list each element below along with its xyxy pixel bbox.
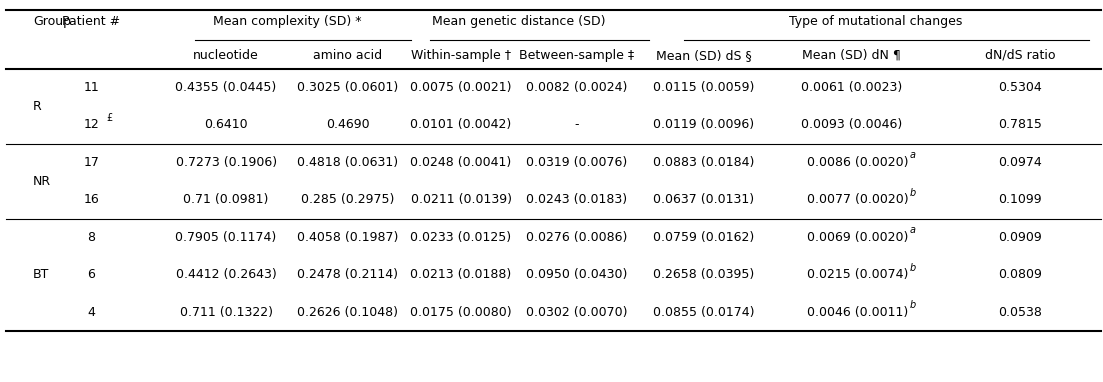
Text: 0.7905 (0.1174): 0.7905 (0.1174)	[175, 231, 277, 244]
Text: 12: 12	[84, 118, 99, 131]
Text: 0.0119 (0.0096): 0.0119 (0.0096)	[653, 118, 754, 131]
Text: 16: 16	[84, 193, 99, 206]
Text: 0.0974: 0.0974	[998, 156, 1042, 169]
Text: 0.0855 (0.0174): 0.0855 (0.0174)	[653, 306, 754, 319]
Text: 4: 4	[87, 306, 96, 319]
Text: 0.0077 (0.0020): 0.0077 (0.0020)	[807, 193, 909, 206]
Text: 0.71 (0.0981): 0.71 (0.0981)	[183, 193, 269, 206]
Text: 0.2626 (0.1048): 0.2626 (0.1048)	[297, 306, 398, 319]
Text: b: b	[910, 263, 917, 273]
Text: 0.0759 (0.0162): 0.0759 (0.0162)	[653, 231, 754, 244]
Text: 0.0075 (0.0021): 0.0075 (0.0021)	[410, 81, 512, 94]
Text: 0.285 (0.2975): 0.285 (0.2975)	[301, 193, 394, 206]
Text: 0.0175 (0.0080): 0.0175 (0.0080)	[410, 306, 512, 319]
Text: Type of mutational changes: Type of mutational changes	[789, 15, 962, 28]
Text: 0.0082 (0.0024): 0.0082 (0.0024)	[526, 81, 628, 94]
Text: 0.0101 (0.0042): 0.0101 (0.0042)	[410, 118, 512, 131]
Text: Mean (SD) dS §: Mean (SD) dS §	[656, 49, 751, 62]
Text: 0.0302 (0.0070): 0.0302 (0.0070)	[526, 306, 628, 319]
Text: 0.0243 (0.0183): 0.0243 (0.0183)	[526, 193, 628, 206]
Text: 0.3025 (0.0601): 0.3025 (0.0601)	[297, 81, 398, 94]
Text: R: R	[33, 100, 42, 113]
Text: Mean genetic distance (SD): Mean genetic distance (SD)	[432, 15, 606, 28]
Text: Between-sample ‡: Between-sample ‡	[520, 49, 634, 62]
Text: 0.2478 (0.2114): 0.2478 (0.2114)	[297, 268, 398, 281]
Text: 0.1099: 0.1099	[998, 193, 1042, 206]
Text: amino acid: amino acid	[313, 49, 382, 62]
Text: 0.0213 (0.0188): 0.0213 (0.0188)	[410, 268, 512, 281]
Text: 0.711 (0.1322): 0.711 (0.1322)	[180, 306, 272, 319]
Text: 0.0046 (0.0011): 0.0046 (0.0011)	[807, 306, 909, 319]
Text: nucleotide: nucleotide	[193, 49, 259, 62]
Text: 0.0069 (0.0020): 0.0069 (0.0020)	[807, 231, 909, 244]
Text: 0.0248 (0.0041): 0.0248 (0.0041)	[410, 156, 512, 169]
Text: 0.2658 (0.0395): 0.2658 (0.0395)	[653, 268, 754, 281]
Text: BT: BT	[33, 268, 50, 281]
Text: Mean complexity (SD) *: Mean complexity (SD) *	[213, 15, 361, 28]
Text: 0.0211 (0.0139): 0.0211 (0.0139)	[410, 193, 512, 206]
Text: Patient #: Patient #	[63, 15, 120, 28]
Text: 0.5304: 0.5304	[998, 81, 1042, 94]
Text: Mean (SD) dN ¶: Mean (SD) dN ¶	[802, 49, 901, 62]
Text: 0.7815: 0.7815	[998, 118, 1042, 131]
Text: a: a	[910, 151, 915, 160]
Text: 0.0233 (0.0125): 0.0233 (0.0125)	[410, 231, 512, 244]
Text: 0.4355 (0.0445): 0.4355 (0.0445)	[175, 81, 277, 94]
Text: -: -	[575, 118, 579, 131]
Text: 0.0538: 0.0538	[998, 306, 1042, 319]
Text: b: b	[910, 188, 917, 198]
Text: 0.0061 (0.0023): 0.0061 (0.0023)	[801, 81, 902, 94]
Text: 0.7273 (0.1906): 0.7273 (0.1906)	[175, 156, 277, 169]
Text: 0.0909: 0.0909	[998, 231, 1042, 244]
Text: 0.0637 (0.0131): 0.0637 (0.0131)	[653, 193, 754, 206]
Text: 0.0950 (0.0430): 0.0950 (0.0430)	[526, 268, 628, 281]
Text: Group: Group	[33, 15, 71, 28]
Text: 0.0883 (0.0184): 0.0883 (0.0184)	[653, 156, 754, 169]
Text: 17: 17	[84, 156, 99, 169]
Text: 0.0086 (0.0020): 0.0086 (0.0020)	[807, 156, 909, 169]
Text: 0.0115 (0.0059): 0.0115 (0.0059)	[653, 81, 754, 94]
Text: 0.6410: 0.6410	[204, 118, 248, 131]
Text: dN/dS ratio: dN/dS ratio	[985, 49, 1056, 62]
Text: 0.0809: 0.0809	[998, 268, 1042, 281]
Text: 0.0319 (0.0076): 0.0319 (0.0076)	[526, 156, 628, 169]
Text: a: a	[910, 225, 915, 235]
Text: 0.4058 (0.1987): 0.4058 (0.1987)	[297, 231, 398, 244]
Text: Within-sample †: Within-sample †	[411, 49, 511, 62]
Text: 0.0276 (0.0086): 0.0276 (0.0086)	[526, 231, 628, 244]
Text: 0.4818 (0.0631): 0.4818 (0.0631)	[297, 156, 398, 169]
Text: 8: 8	[87, 231, 96, 244]
Text: NR: NR	[33, 175, 51, 188]
Text: 11: 11	[84, 81, 99, 94]
Text: 0.0215 (0.0074): 0.0215 (0.0074)	[807, 268, 909, 281]
Text: 6: 6	[87, 268, 96, 281]
Text: 0.4412 (0.2643): 0.4412 (0.2643)	[175, 268, 277, 281]
Text: £: £	[106, 113, 113, 123]
Text: 0.4690: 0.4690	[325, 118, 370, 131]
Text: 0.0093 (0.0046): 0.0093 (0.0046)	[801, 118, 902, 131]
Text: b: b	[910, 300, 917, 310]
